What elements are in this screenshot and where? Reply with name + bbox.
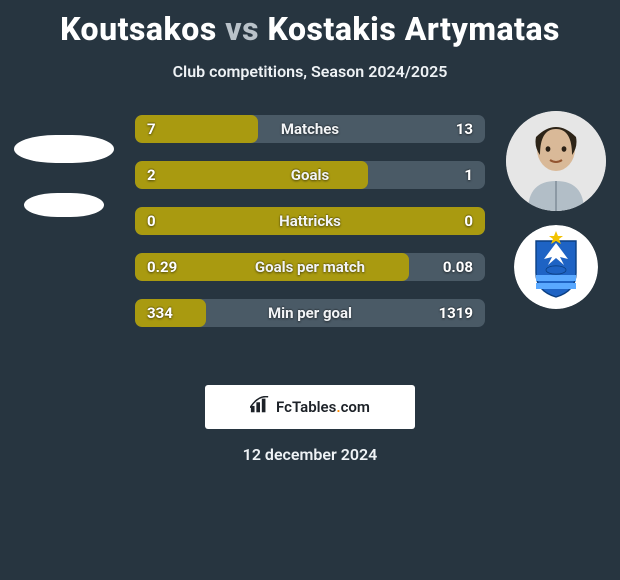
left-player-side	[4, 111, 124, 217]
stat-right-value: 0.08	[443, 253, 473, 281]
subtitle: Club competitions, Season 2024/2025	[0, 62, 620, 81]
title-left-player: Koutsakos	[60, 10, 217, 48]
stat-right-value: 1	[464, 161, 473, 189]
stat-bar-matches: 7Matches13	[135, 115, 485, 143]
badge-domain: com	[341, 398, 370, 416]
stat-bar-hattricks: 0Hattricks0	[135, 207, 485, 235]
right-player-side	[496, 111, 616, 323]
stat-right-value: 0	[464, 207, 473, 235]
page-title: Koutsakos vs Kostakis Artymatas	[0, 0, 620, 48]
stat-bar-min_per_goal: 334Min per goal1319	[135, 299, 485, 327]
stat-label: Hattricks	[135, 207, 485, 235]
left-club-crest	[24, 193, 104, 217]
stat-right-value: 13	[456, 115, 473, 143]
comparison-panel: 7Matches13 2Goals1 0Hattricks0 0.29Goals pe…	[0, 111, 620, 371]
stat-label: Goals per match	[135, 253, 485, 281]
title-vs: vs	[225, 10, 259, 48]
stat-label: Matches	[135, 115, 485, 143]
title-right-player: Kostakis Artymatas	[267, 10, 559, 48]
stat-right-value: 1319	[439, 299, 473, 327]
right-club-crest	[514, 225, 598, 309]
badge-text-tables: Tables	[292, 398, 336, 416]
stat-bars: 7Matches13 2Goals1 0Hattricks0 0.29Goals pe…	[135, 115, 485, 345]
chart-icon	[250, 396, 270, 418]
stat-label: Goals	[135, 161, 485, 189]
fctables-badge[interactable]: FcTables.com	[205, 385, 415, 429]
stat-label: Min per goal	[135, 299, 485, 327]
badge-text-fc: Fc	[276, 398, 292, 416]
stat-bar-goals: 2Goals1	[135, 161, 485, 189]
left-player-avatar	[14, 135, 114, 163]
right-player-avatar	[506, 111, 606, 211]
date-text: 12 december 2024	[0, 445, 620, 464]
fctables-text: FcTables.com	[276, 398, 370, 416]
stat-bar-goals_per_match: 0.29Goals per match0.08	[135, 253, 485, 281]
